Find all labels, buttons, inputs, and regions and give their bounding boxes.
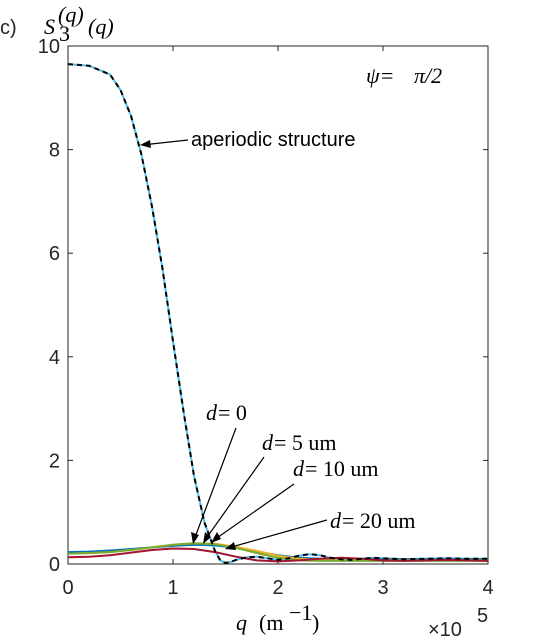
svg-text:q: q <box>236 610 247 635</box>
svg-text:): ) <box>312 610 319 635</box>
plot-frame <box>67 45 489 565</box>
x-tick-label: 4 <box>482 577 493 599</box>
svg-text:ψ: ψ <box>366 63 380 88</box>
x-tick-label: 3 <box>377 577 388 599</box>
series-layer <box>68 63 488 564</box>
annotation-d20: d = 20 um <box>225 508 416 550</box>
x-axis-label: q (m −1 ) <box>236 600 319 635</box>
svg-text:aperiodic structure: aperiodic structure <box>191 129 356 151</box>
y-tick-label: 10 <box>38 36 60 58</box>
svg-text:3: 3 <box>59 21 70 46</box>
svg-text:=: = <box>381 63 393 88</box>
series-line-4 <box>68 547 488 563</box>
x-multiplier: ×10 5 <box>428 605 488 641</box>
svg-text:d: d <box>293 456 305 481</box>
panel-label: c) <box>0 17 17 39</box>
svg-text:= 0: = 0 <box>218 400 247 425</box>
svg-text:S: S <box>44 14 55 39</box>
y-tick-label: 6 <box>49 243 60 265</box>
series-line-5 <box>68 63 488 564</box>
svg-text:= 10 um: = 10 um <box>305 456 379 481</box>
svg-text:−1: −1 <box>289 600 312 625</box>
x-tick-label: 1 <box>167 577 178 599</box>
x-tick-label: 2 <box>272 577 283 599</box>
annotation-d10: d = 10 um <box>211 456 379 543</box>
svg-text:d: d <box>262 430 274 455</box>
svg-text:(q): (q) <box>58 2 84 27</box>
svg-text:(q): (q) <box>88 14 114 39</box>
svg-text:(m: (m <box>259 610 283 635</box>
svg-text:π/2: π/2 <box>414 63 442 88</box>
svg-text:d: d <box>206 400 218 425</box>
svg-text:= 5 um: = 5 um <box>274 430 337 455</box>
annotation-d5: d = 5 um <box>203 430 337 544</box>
svg-text:= 20 um: = 20 um <box>342 508 416 533</box>
x-tick-label: 0 <box>62 577 73 599</box>
psi-annotation: ψ = π/2 <box>366 63 442 88</box>
y-axis-label: S 3 (q) (q) <box>44 2 114 46</box>
tick-labels: 0 1 2 3 4 0 2 4 6 8 10 <box>38 36 494 599</box>
svg-text:×10: ×10 <box>428 619 462 641</box>
y-tick-label: 8 <box>49 140 60 162</box>
annotation-d0: d = 0 <box>191 400 247 544</box>
y-tick-label: 4 <box>49 347 60 369</box>
svg-text:d: d <box>330 508 342 533</box>
axis-ticks <box>67 45 489 565</box>
y-tick-label: 0 <box>49 554 60 576</box>
aperiodic-annotation: aperiodic structure <box>140 129 356 151</box>
y-tick-label: 2 <box>49 450 60 472</box>
svg-text:5: 5 <box>477 605 488 627</box>
